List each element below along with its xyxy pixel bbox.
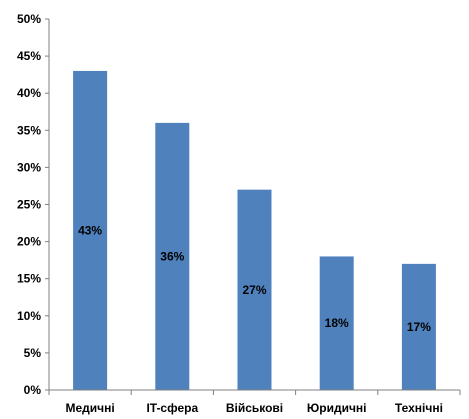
x-category-label: Юридичні [307,401,367,415]
x-category-label: IT-сфера [146,401,198,415]
y-tick-label: 5% [24,346,42,360]
bar-data-label: 27% [242,283,266,297]
y-tick-label: 0% [24,383,42,397]
bar [237,189,272,390]
bar-data-label: 17% [407,320,431,334]
x-category-label: Медичні [65,401,114,415]
y-tick-label: 15% [17,272,41,286]
category-labels: Медичні IT-сфера Військові Юридичні Технічні [48,390,461,415]
bars [73,70,436,390]
y-tick-label: 40% [17,86,41,100]
bar [401,263,436,390]
y-tick-label: 45% [17,49,41,63]
bar-data-label: 18% [325,316,349,330]
bar-data-label: 43% [78,223,102,237]
bar [319,256,354,390]
y-tick-label: 50% [17,12,41,26]
bar [73,70,108,390]
x-category-label: Технічні [395,401,443,415]
x-category-label: Військові [226,401,283,415]
y-tick-label: 25% [17,198,41,212]
y-tick-label: 10% [17,309,41,323]
y-tick-label: 30% [17,160,41,174]
y-tick-label: 35% [17,123,41,137]
y-axis-ticks: 0% 5% 10% 15% 20% 25% 30% 35% 40% 45% 50% [17,12,49,397]
data-labels: 43% 36% 27% 18% 17% [78,223,431,333]
bar-data-label: 36% [160,249,184,263]
y-tick-label: 20% [17,235,41,249]
bar [155,122,190,390]
